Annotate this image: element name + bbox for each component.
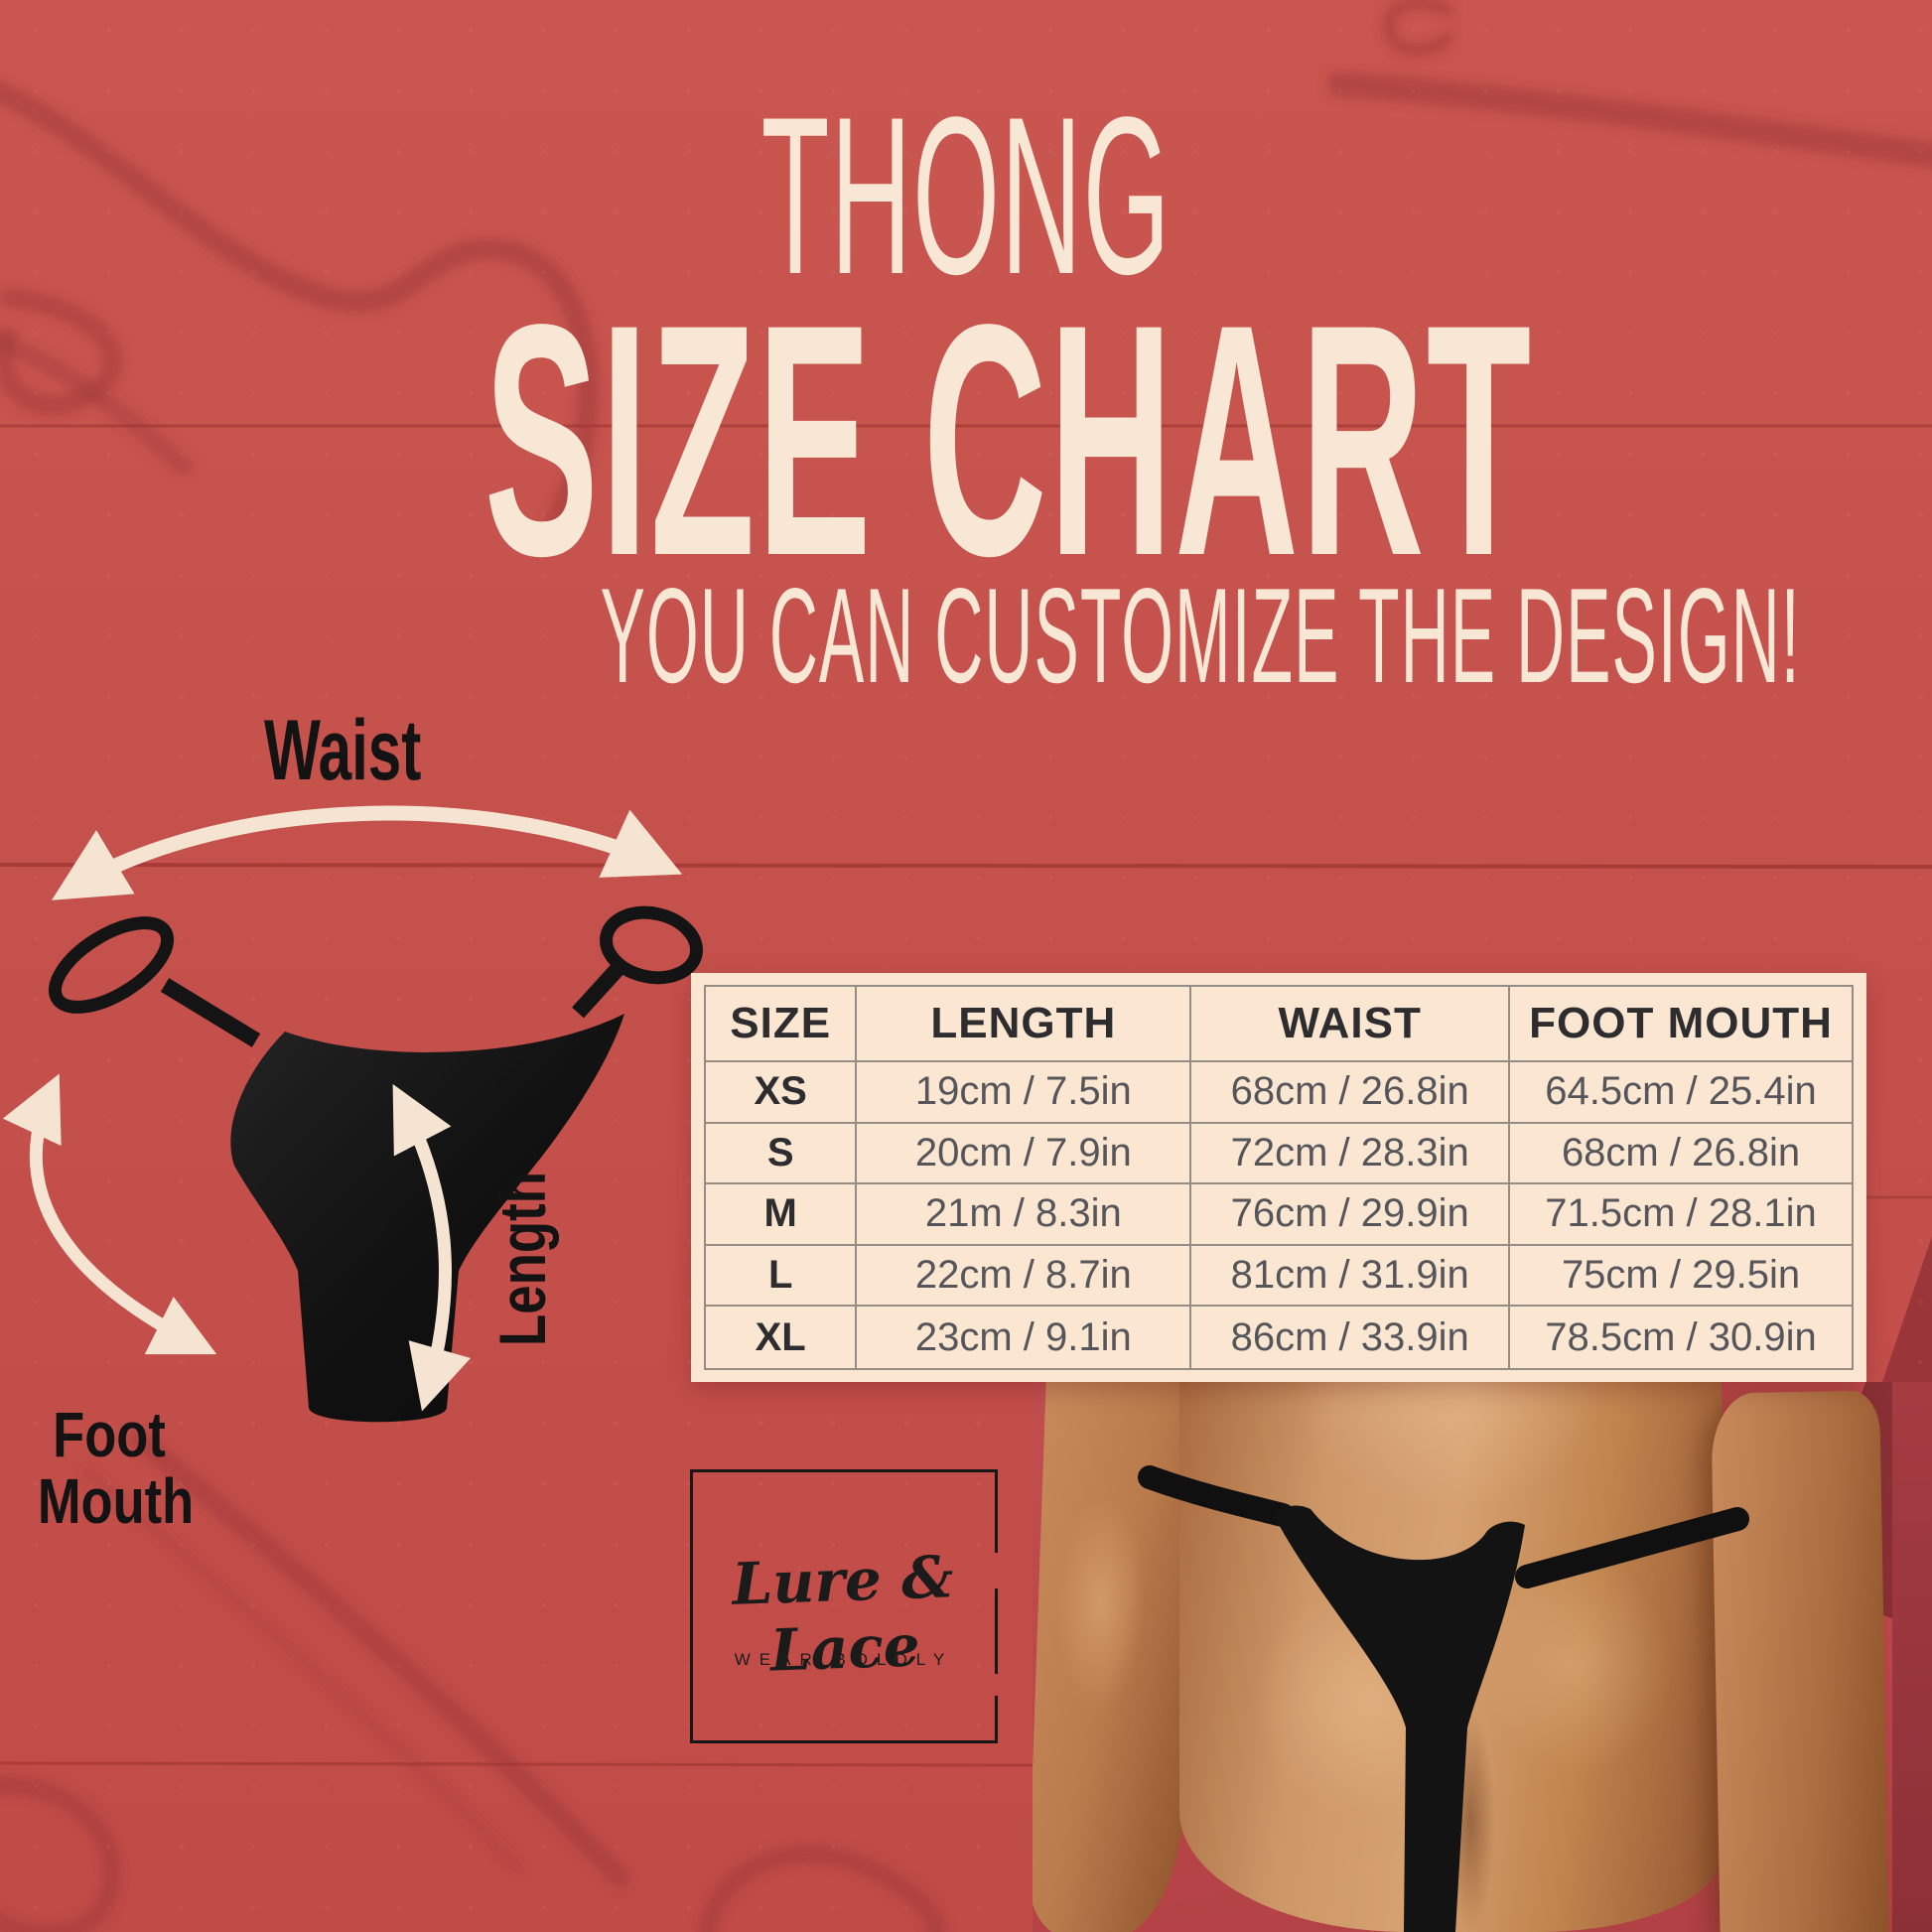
poster-title-line1: THONG xyxy=(0,83,1932,308)
column-header-foot-mouth: FOOT MOUTH xyxy=(1510,987,1852,1062)
foot-mouth-label-line1: Foot xyxy=(53,1399,166,1470)
foot-mouth-label-line2: Mouth xyxy=(37,1464,195,1537)
length-label: Length xyxy=(485,1172,559,1346)
row-m-size: M xyxy=(706,1184,858,1246)
row-s-size: S xyxy=(706,1123,858,1185)
logo-frame-bottom xyxy=(690,1740,998,1743)
row-l-size: L xyxy=(706,1245,858,1308)
subtitle-text: YOU CAN CUSTOMIZE THE DESIGN! xyxy=(600,560,1801,711)
backdrop-shadow-wedge xyxy=(1882,1236,1932,1390)
worn-thong-right-strap xyxy=(1515,1507,1749,1588)
logo-frame-left xyxy=(690,1469,693,1743)
logo-frame-right-1 xyxy=(995,1469,998,1553)
column-header-length: LENGTH xyxy=(857,987,1192,1062)
row-s-waist: 72cm / 28.3in xyxy=(1191,1123,1511,1185)
row-m-length: 21m / 8.3in xyxy=(857,1184,1192,1246)
worn-thong-graphic xyxy=(1138,1465,1749,1932)
length-arrow-icon xyxy=(392,1083,472,1412)
thong-right-loop xyxy=(600,905,703,985)
row-xl-length: 23cm / 9.1in xyxy=(857,1307,1192,1368)
row-xl-size: XL xyxy=(706,1307,858,1368)
brand-logo-box: Lure & Lace WEAR BOLDLY xyxy=(690,1469,998,1743)
worn-thong-left-strap xyxy=(1138,1465,1295,1527)
foot-mouth-label: Foot Mouth xyxy=(37,1399,195,1537)
thong-left-loop xyxy=(48,916,175,1014)
thong-body xyxy=(230,1014,624,1423)
brand-tagline: WEAR BOLDLY xyxy=(734,1650,954,1669)
column-header-waist: WAIST xyxy=(1191,987,1511,1062)
row-xs-length: 19cm / 7.5in xyxy=(857,1062,1192,1124)
title-size-chart-text: SIZE CHART xyxy=(483,256,1534,624)
waist-arrow-icon xyxy=(51,805,683,900)
photo-backdrop-right xyxy=(1892,1382,1932,1932)
waist-label: Waist xyxy=(264,703,422,798)
row-l-foot-mouth: 75cm / 29.5in xyxy=(1510,1246,1852,1308)
title-thong-text: THONG xyxy=(760,69,1172,321)
size-table: SIZE LENGTH WAIST FOOT MOUTH XS 19cm / 7… xyxy=(691,973,1866,1382)
row-xl-foot-mouth: 78.5cm / 30.9in xyxy=(1545,1314,1817,1359)
logo-frame-right-3 xyxy=(995,1696,998,1743)
row-m-foot-mouth: 71.5cm / 28.1in xyxy=(1510,1184,1852,1246)
row-s-length: 20cm / 7.9in xyxy=(857,1123,1192,1185)
column-header-size: SIZE xyxy=(706,987,858,1062)
size-table-grid: SIZE LENGTH WAIST FOOT MOUTH XS 19cm / 7… xyxy=(704,985,1854,1370)
row-xs-foot-mouth: 64.5cm / 25.4in xyxy=(1510,1062,1852,1124)
row-xs-size: XS xyxy=(706,1062,858,1124)
foot-mouth-arrow-icon xyxy=(2,1073,217,1355)
logo-frame-top xyxy=(690,1469,998,1472)
thong-left-strap xyxy=(160,978,261,1047)
row-s-foot-mouth: 68cm / 26.8in xyxy=(1510,1124,1852,1185)
row-l-waist: 81cm / 31.9in xyxy=(1191,1245,1511,1308)
worn-thong-body xyxy=(1273,1505,1525,1932)
poster-subtitle: YOU CAN CUSTOMIZE THE DESIGN! xyxy=(0,568,1932,703)
model-waist-highlight xyxy=(1299,1382,1596,1501)
row-xs-waist: 68cm / 26.8in xyxy=(1191,1062,1511,1124)
product-photo xyxy=(1033,1382,1932,1932)
thong-measurement-diagram xyxy=(2,805,703,1423)
row-m-waist: 76cm / 29.9in xyxy=(1191,1184,1511,1246)
row-xl-waist: 86cm / 33.9in xyxy=(1191,1307,1511,1368)
poster-title-line2: SIZE CHART xyxy=(0,276,1932,606)
row-l-length: 22cm / 8.7in xyxy=(857,1245,1192,1308)
thong-product-graphic xyxy=(48,905,703,1423)
thong-right-strap xyxy=(572,963,623,1019)
logo-frame-right-2 xyxy=(995,1588,998,1674)
